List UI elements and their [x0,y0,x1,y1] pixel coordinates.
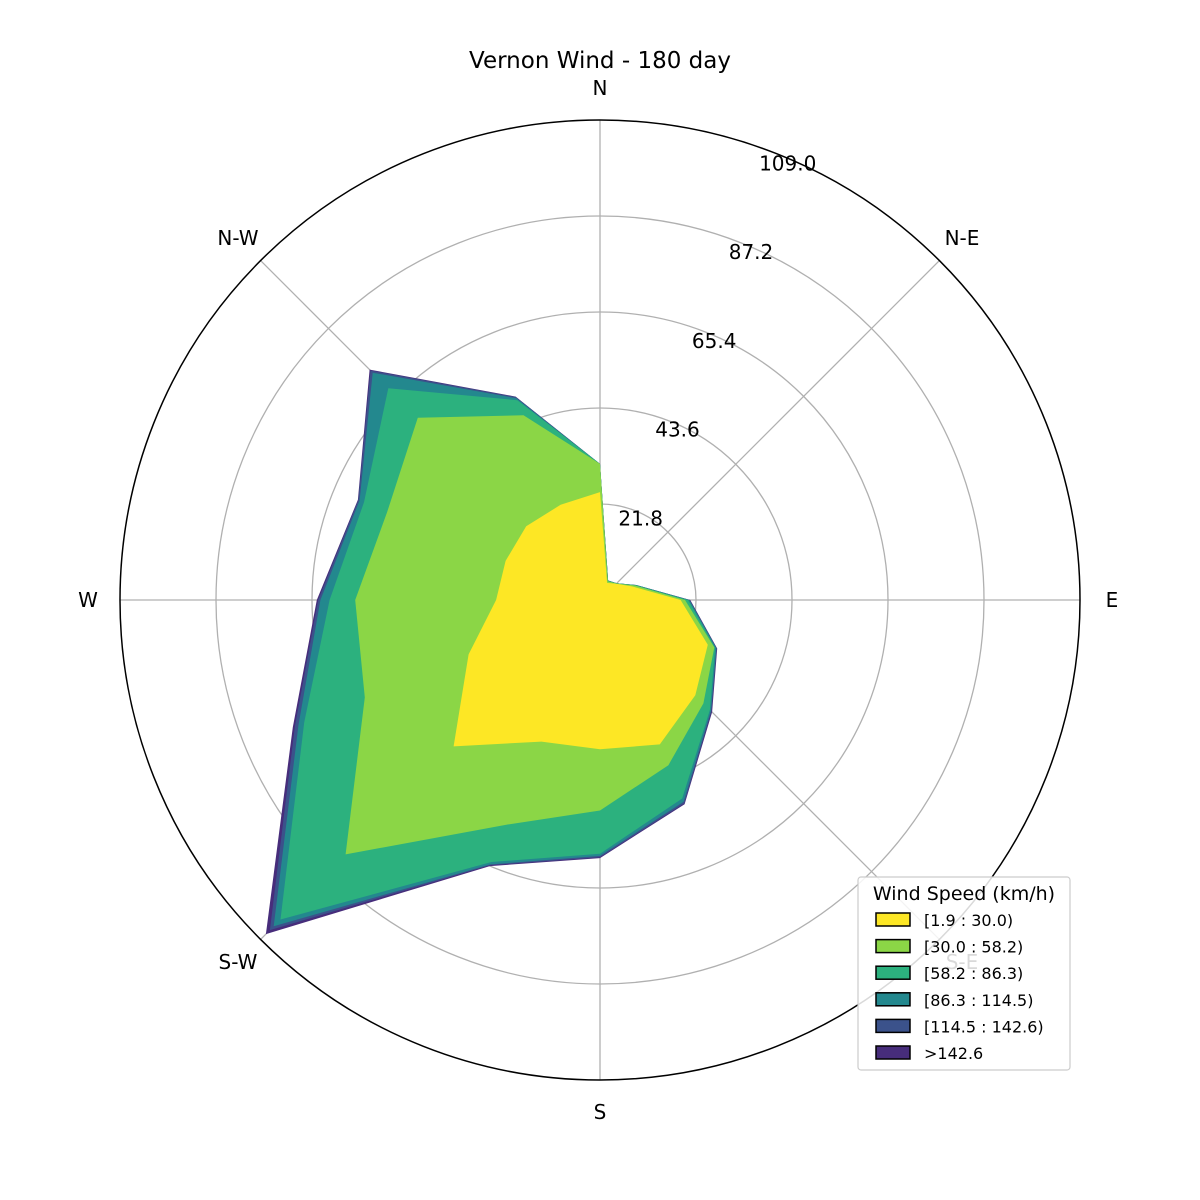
direction-label: N [593,76,608,100]
legend-label: [58.2 : 86.3) [924,964,1023,983]
legend-swatch [875,965,911,980]
legend-label: [114.5 : 142.6) [924,1017,1044,1036]
outer-circle [119,119,1081,1081]
direction-gridline [599,260,940,601]
legend-swatch [875,1018,911,1034]
legend-title: Wind Speed (km/h) [873,883,1055,905]
radial-tick-label: 87.2 [729,240,774,264]
direction-label: N-W [217,226,258,250]
radial-tick-label: 21.8 [618,506,663,530]
wind-series-areas [265,369,718,935]
polar-frame [119,119,1081,1081]
legend-label: [86.3 : 114.5) [924,991,1033,1010]
radial-tick-label: 109.0 [759,152,816,176]
legend-swatch [875,912,911,927]
legend-label: [1.9 : 30.0) [924,911,1013,930]
direction-label: S [594,1100,607,1124]
legend-label: [30.0 : 58.2) [924,938,1023,957]
direction-label: W [78,588,98,612]
legend-label: >142.6 [924,1044,983,1063]
direction-label: N-E [945,226,980,250]
legend-swatch [875,1045,911,1060]
direction-label: S-W [219,950,258,974]
direction-label: E [1106,588,1119,612]
legend-swatch [875,992,911,1007]
radial-tick-label: 43.6 [655,418,700,442]
legend: Wind Speed (km/h) [1.9 : 30.0) [30.0 : 58… [857,876,1071,1071]
radial-tick-label: 65.4 [692,329,737,353]
legend-swatch [875,938,911,954]
series-area [453,492,708,750]
chart-title: Vernon Wind - 180 day [469,48,731,74]
legend-frame [857,876,1071,1071]
